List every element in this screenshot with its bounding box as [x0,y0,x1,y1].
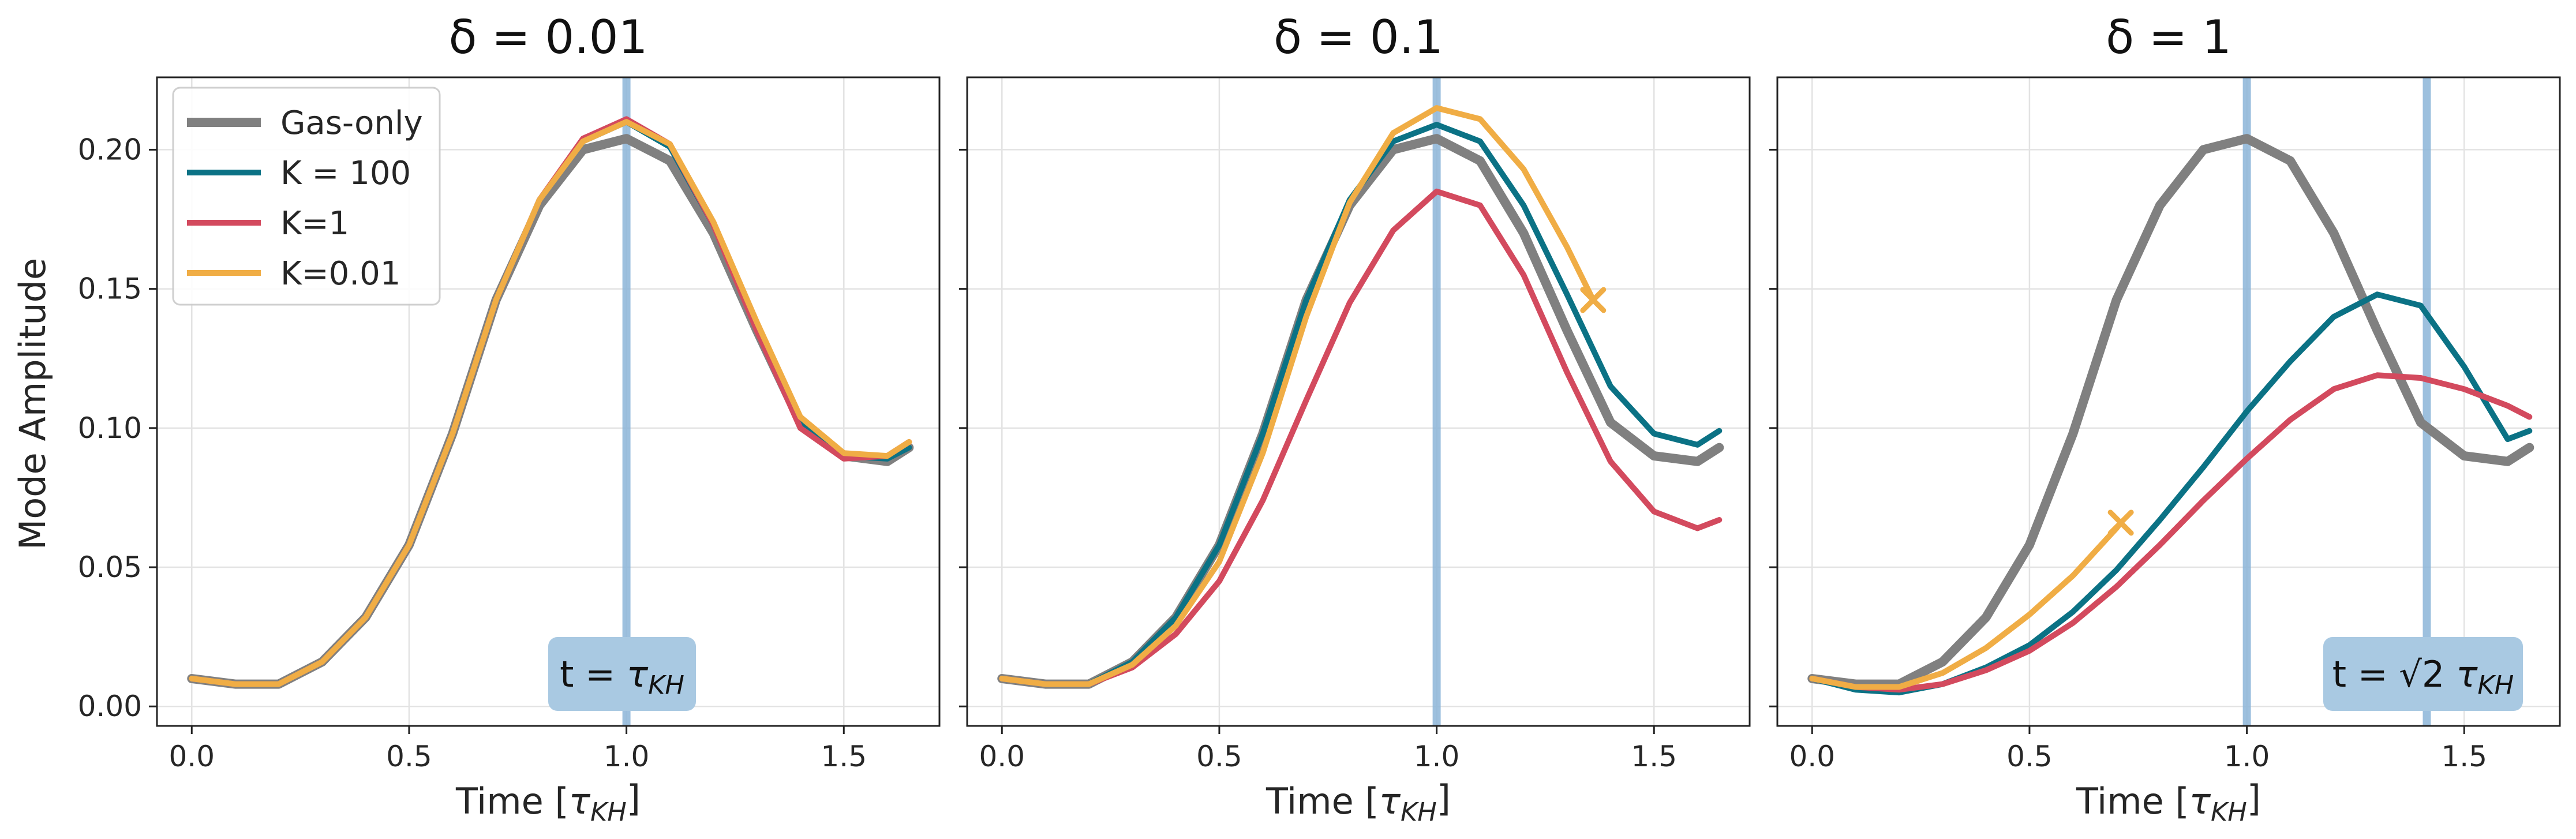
x-tick-label: 1.0 [2224,740,2270,773]
axes-frame [156,76,941,727]
y-tick-label: 0.05 [78,550,142,584]
panel-title: δ = 1 [2106,10,2231,64]
x-tick-label: 0.0 [169,740,215,773]
x-tick-label: 0.5 [1196,740,1242,773]
x-tick-label: 0.5 [2006,740,2053,773]
plot-area [967,77,1750,726]
annotation-box: t = √2 τKH [2323,637,2523,711]
y-tick-label: 0.00 [78,690,142,723]
x-axis-label: Time [τKH] [2076,777,2261,827]
panel-title: δ = 0.1 [1274,10,1443,64]
panel-1: 0.0 0.5 1.0 1.5 0.00 0.05 0.10 0.15 0.20 Time [τK… [78,10,941,827]
y-axis-label: Mode Amplitude [12,258,54,550]
legend-label: K = 100 [280,155,411,192]
y-tick-label: 0.15 [78,272,142,306]
legend: Gas-only K = 100 K=1 K=0.01 [172,87,441,306]
x-axis-label: Time [τKH] [455,777,641,827]
x-tick-label: 1.5 [821,740,867,773]
end-marker-stroke [2107,510,2134,536]
end-marker-stroke [1580,287,1607,313]
x-tick-label: 0.5 [386,740,432,773]
axes-frame [1776,76,2561,727]
x-tick-label: 0.0 [1789,740,1836,773]
panel-3: 0.0 0.5 1.0 1.5 Time [τKH] δ = 1 t = √2 τKH [1769,10,2561,827]
y-tick-label: 0.10 [78,411,142,445]
plot-area [1777,77,2560,726]
panel-title: δ = 0.01 [449,10,648,64]
y-tick-label: 0.20 [78,133,142,166]
x-axis-label: Time [τKH] [1265,777,1451,827]
x-tick-label: 1.0 [604,740,650,773]
series-line-k-0-01 [999,105,1596,687]
annotation-text: t = √2 τKH [2332,653,2514,700]
axes-frame [966,76,1751,727]
annotation-text: t = τKH [560,653,684,700]
end-marker [1580,287,1607,313]
panel-2: 0.0 0.5 1.0 1.5 Time [τKH] δ = 0.1 [959,10,1751,827]
x-tick-label: 1.5 [1631,740,1678,773]
annotation-box-bg [2323,637,2523,711]
legend-frame [172,87,441,306]
annotation-box: t = τKH [548,637,696,711]
legend-label: K=1 [280,205,349,242]
x-tick-label: 1.5 [2442,740,2488,773]
series-line-k-1 [1809,372,2533,693]
end-marker [2107,510,2134,536]
series-line-k-0-01 [189,119,912,687]
x-tick-label: 1.0 [1414,740,1460,773]
annotation-box-bg [548,637,696,711]
series-line-gas-only [1807,134,2534,689]
legend-label: K=0.01 [280,255,400,293]
legend-label: Gas-only [280,104,423,142]
series-line-k-0-01 [1809,519,2124,690]
x-tick-label: 0.0 [979,740,1025,773]
